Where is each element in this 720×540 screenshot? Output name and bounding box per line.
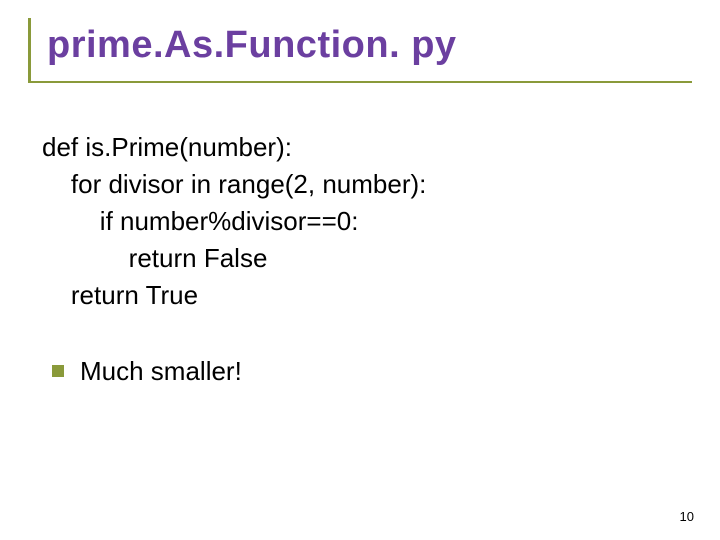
- title-container: prime.As.Function. py: [28, 18, 692, 83]
- code-line: return True: [42, 277, 692, 314]
- bullet-item: Much smaller!: [52, 356, 692, 387]
- code-line: def is.Prime(number):: [42, 129, 692, 166]
- bullet-text: Much smaller!: [80, 356, 242, 387]
- code-line: if number%divisor==0:: [42, 203, 692, 240]
- slide: prime.As.Function. py def is.Prime(numbe…: [0, 0, 720, 540]
- page-number: 10: [680, 509, 694, 524]
- square-bullet-icon: [52, 365, 64, 377]
- slide-title: prime.As.Function. py: [47, 24, 692, 67]
- code-line: for divisor in range(2, number):: [42, 166, 692, 203]
- code-block: def is.Prime(number): for divisor in ran…: [42, 129, 692, 314]
- code-line: return False: [42, 240, 692, 277]
